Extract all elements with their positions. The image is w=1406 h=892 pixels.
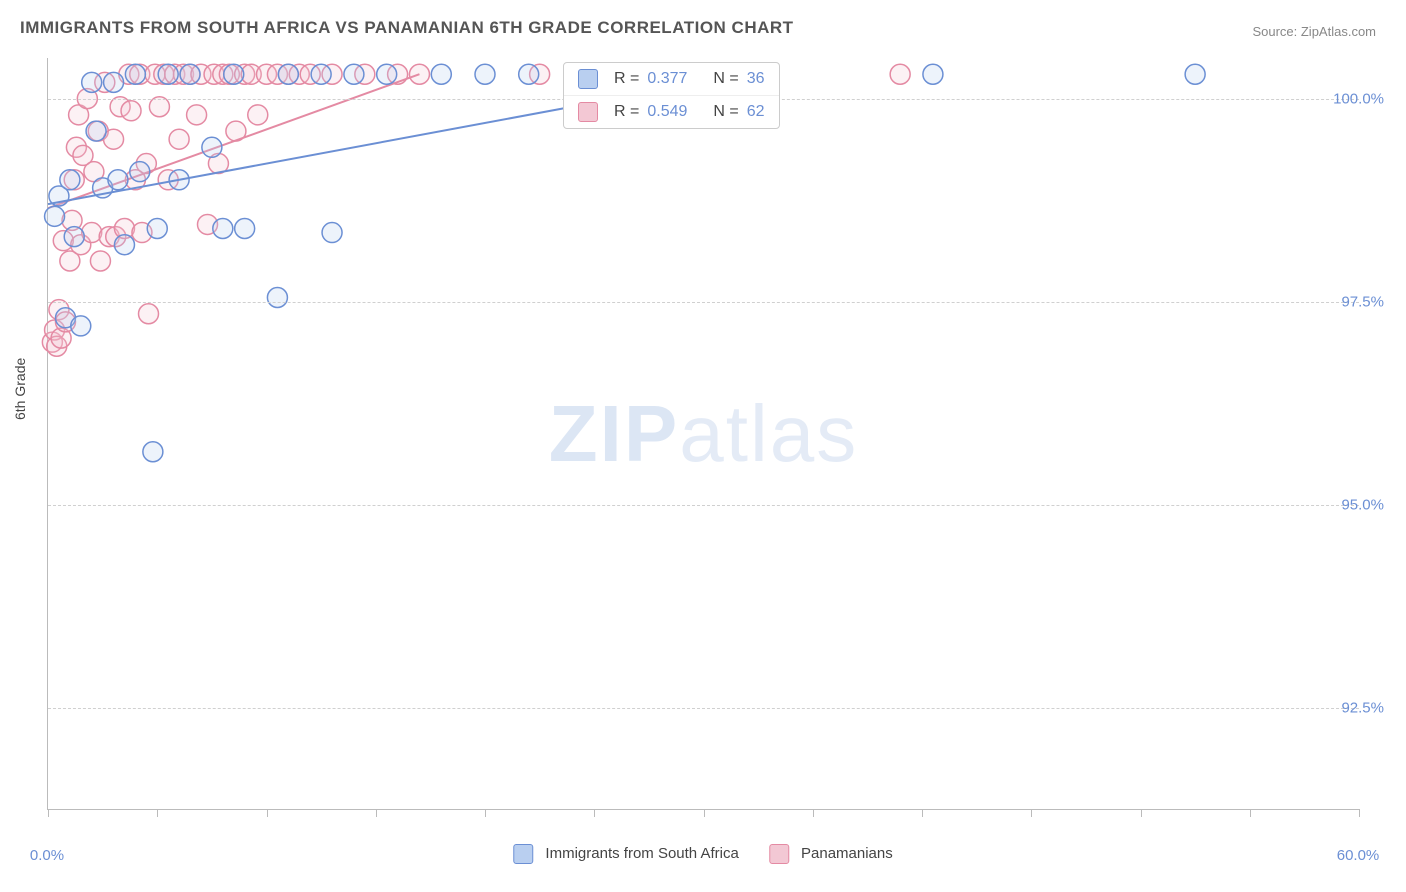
x-tick — [704, 809, 705, 817]
chart-svg — [48, 58, 1359, 809]
scatter-point — [311, 64, 331, 84]
n-value: 36 — [747, 70, 765, 88]
scatter-point — [202, 137, 222, 157]
y-tick-label: 95.0% — [1341, 496, 1384, 513]
scatter-point — [104, 72, 124, 92]
legend-item: Immigrants from South Africa — [513, 844, 739, 864]
scatter-point — [213, 218, 233, 238]
scatter-point — [187, 105, 207, 125]
n-label: N = — [713, 70, 738, 88]
scatter-point — [60, 170, 80, 190]
legend-label: Immigrants from South Africa — [545, 845, 738, 862]
n-value: 62 — [747, 103, 765, 121]
y-tick-label: 97.5% — [1341, 293, 1384, 310]
scatter-point — [130, 162, 150, 182]
legend-swatch-b — [578, 102, 598, 122]
correlation-legend: R = 0.377 N = 36 R = 0.549 N = 62 — [563, 62, 780, 129]
scatter-point — [519, 64, 539, 84]
scatter-point — [377, 64, 397, 84]
x-tick-left: 0.0% — [30, 847, 64, 864]
r-value: 0.549 — [647, 103, 687, 121]
scatter-point — [125, 64, 145, 84]
scatter-point — [90, 251, 110, 271]
x-tick — [48, 809, 49, 817]
scatter-point — [248, 105, 268, 125]
scatter-point — [475, 64, 495, 84]
scatter-point — [71, 316, 91, 336]
legend-item: Panamanians — [769, 844, 893, 864]
gridline — [48, 302, 1359, 303]
y-axis-label: 6th Grade — [12, 358, 28, 420]
y-tick-label: 92.5% — [1341, 699, 1384, 716]
scatter-point — [143, 442, 163, 462]
scatter-point — [114, 235, 134, 255]
scatter-point — [267, 288, 287, 308]
scatter-point — [180, 64, 200, 84]
y-tick-label: 100.0% — [1333, 90, 1384, 107]
x-tick — [813, 809, 814, 817]
r-value: 0.377 — [647, 70, 687, 88]
scatter-point — [235, 218, 255, 238]
scatter-point — [890, 64, 910, 84]
source-attribution: Source: ZipAtlas.com — [1252, 24, 1376, 39]
r-label: R = — [614, 103, 639, 121]
legend-row: R = 0.377 N = 36 — [564, 63, 779, 95]
scatter-point — [82, 72, 102, 92]
gridline — [48, 505, 1359, 506]
series-legend: Immigrants from South Africa Panamanians — [513, 844, 892, 864]
legend-swatch-a — [578, 69, 598, 89]
x-tick — [376, 809, 377, 817]
x-tick-right: 60.0% — [1337, 847, 1380, 864]
scatter-point — [923, 64, 943, 84]
scatter-point — [82, 223, 102, 243]
gridline — [48, 708, 1359, 709]
scatter-point — [431, 64, 451, 84]
scatter-point — [158, 64, 178, 84]
scatter-point — [86, 121, 106, 141]
x-tick — [267, 809, 268, 817]
n-label: N = — [713, 103, 738, 121]
x-tick — [922, 809, 923, 817]
legend-label: Panamanians — [801, 845, 893, 862]
scatter-point — [108, 170, 128, 190]
scatter-point — [149, 97, 169, 117]
scatter-point — [64, 227, 84, 247]
scatter-point — [344, 64, 364, 84]
scatter-point — [121, 101, 141, 121]
scatter-point — [278, 64, 298, 84]
legend-row: R = 0.549 N = 62 — [564, 95, 779, 128]
plot-area: ZIPatlas — [47, 58, 1359, 810]
scatter-point — [45, 206, 65, 226]
scatter-point — [169, 129, 189, 149]
x-tick — [1031, 809, 1032, 817]
legend-swatch-b2 — [769, 844, 789, 864]
chart-title: IMMIGRANTS FROM SOUTH AFRICA VS PANAMANI… — [20, 18, 794, 38]
x-tick — [1141, 809, 1142, 817]
scatter-point — [224, 64, 244, 84]
x-tick — [1250, 809, 1251, 817]
x-tick — [1359, 809, 1360, 817]
x-tick — [594, 809, 595, 817]
r-label: R = — [614, 70, 639, 88]
scatter-point — [147, 218, 167, 238]
scatter-point — [139, 304, 159, 324]
x-tick — [157, 809, 158, 817]
scatter-point — [322, 223, 342, 243]
scatter-point — [1185, 64, 1205, 84]
legend-swatch-a2 — [513, 844, 533, 864]
x-tick — [485, 809, 486, 817]
